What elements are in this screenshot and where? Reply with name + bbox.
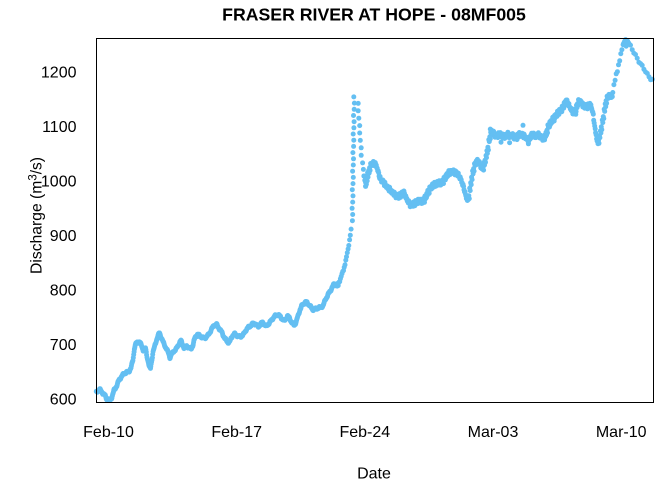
svg-text:Feb-17: Feb-17: [211, 424, 262, 441]
svg-text:800: 800: [50, 282, 77, 299]
svg-text:Mar-03: Mar-03: [468, 424, 519, 441]
svg-text:700: 700: [50, 337, 77, 354]
svg-text:Date: Date: [357, 466, 391, 480]
svg-text:1200: 1200: [41, 64, 77, 81]
svg-text:1000: 1000: [41, 173, 77, 190]
svg-text:FRASER RIVER AT HOPE - 08MF005: FRASER RIVER AT HOPE - 08MF005: [222, 5, 526, 25]
svg-text:Feb-24: Feb-24: [339, 424, 390, 441]
svg-text:900: 900: [50, 228, 77, 245]
svg-text:Feb-10: Feb-10: [83, 424, 134, 441]
svg-text:Discharge (m3/s): Discharge (m3/s): [28, 157, 46, 274]
svg-text:1100: 1100: [42, 119, 77, 136]
svg-text:Mar-10: Mar-10: [596, 424, 647, 441]
svg-text:600: 600: [50, 391, 77, 408]
